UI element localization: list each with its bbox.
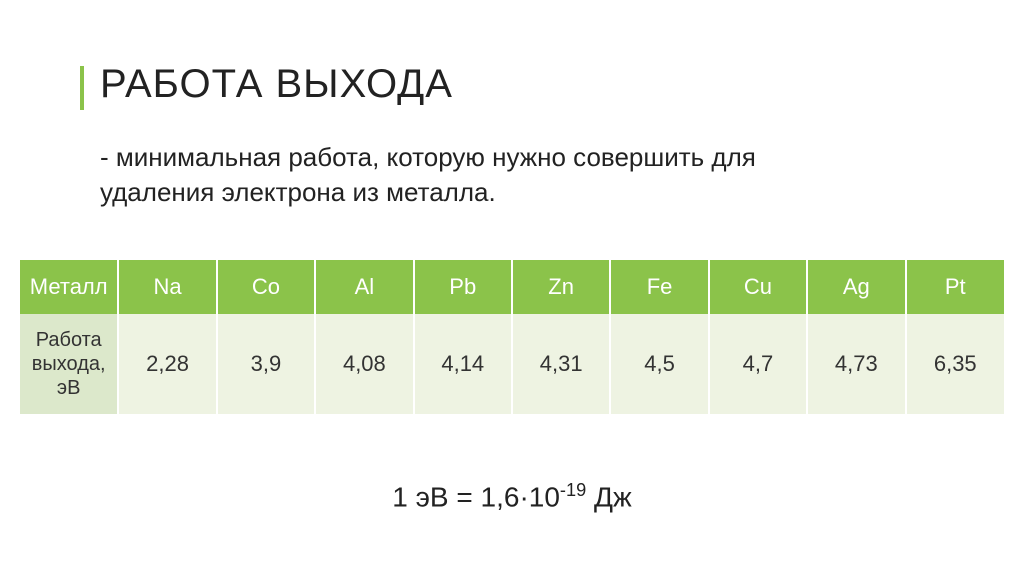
value-cell: 2,28 xyxy=(118,314,216,414)
header-col: Al xyxy=(315,260,413,314)
header-col: Fe xyxy=(610,260,708,314)
table-header-row: Металл Na Co Al Pb Zn Fe Cu Ag Pt xyxy=(20,260,1004,314)
header-col: Pb xyxy=(414,260,512,314)
value-cell: 4,73 xyxy=(807,314,905,414)
formula-prefix: 1 эВ = 1,6·10 xyxy=(392,481,560,512)
header-col: Pt xyxy=(906,260,1004,314)
header-col: Na xyxy=(118,260,216,314)
row-label: Работа выхода, эВ xyxy=(20,314,118,414)
value-cell: 4,7 xyxy=(709,314,807,414)
formula-suffix: Дж xyxy=(586,481,631,512)
header-label: Металл xyxy=(20,260,118,314)
header-col: Ag xyxy=(807,260,905,314)
table-data-row: Работа выхода, эВ 2,28 3,9 4,08 4,14 4,3… xyxy=(20,314,1004,414)
page-subtitle: - минимальная работа, которую нужно сове… xyxy=(100,140,850,210)
header-col: Cu xyxy=(709,260,807,314)
value-cell: 4,5 xyxy=(610,314,708,414)
value-cell: 3,9 xyxy=(217,314,315,414)
header-col: Co xyxy=(217,260,315,314)
work-function-table: Металл Na Co Al Pb Zn Fe Cu Ag Pt Работа… xyxy=(20,260,1004,414)
value-cell: 4,14 xyxy=(414,314,512,414)
accent-bar xyxy=(80,66,84,110)
conversion-formula: 1 эВ = 1,6·10-19 Дж xyxy=(0,480,1024,513)
value-cell: 4,08 xyxy=(315,314,413,414)
page-title: РАБОТА ВЫХОДА xyxy=(100,62,453,107)
header-col: Zn xyxy=(512,260,610,314)
value-cell: 6,35 xyxy=(906,314,1004,414)
formula-exponent: -19 xyxy=(560,480,586,500)
value-cell: 4,31 xyxy=(512,314,610,414)
